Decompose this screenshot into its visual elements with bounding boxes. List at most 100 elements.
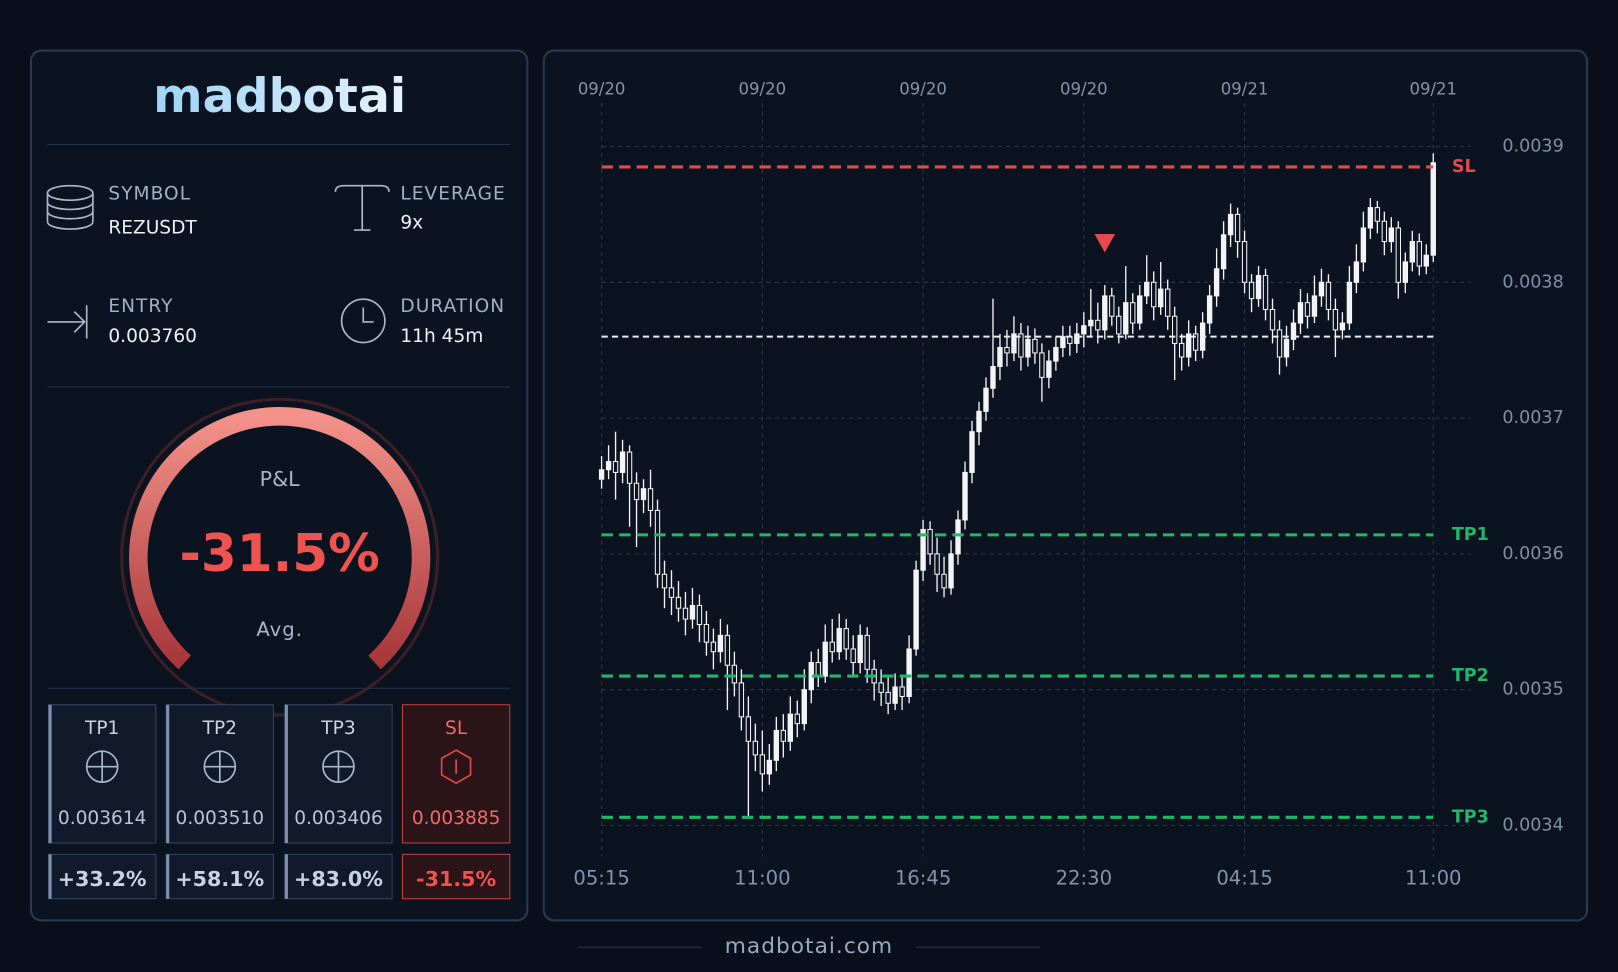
candle-body xyxy=(906,648,912,697)
x-tick-label: 11:00 xyxy=(1405,867,1461,890)
card-pnl: -31.5% xyxy=(416,867,496,891)
candle-body xyxy=(1116,315,1122,335)
candle-body xyxy=(787,713,793,742)
y-tick-label: 0.0037 xyxy=(1502,408,1563,428)
candle-body xyxy=(696,604,703,626)
y-tick-label: 0.0038 xyxy=(1502,272,1563,292)
x-tick-label: 16:45 xyxy=(895,867,951,890)
candle-body xyxy=(962,471,968,521)
card-price: 0.003510 xyxy=(176,808,265,829)
candle-body xyxy=(1018,333,1024,358)
leverage-value: 9x xyxy=(400,212,423,233)
symbol-icon xyxy=(46,184,94,230)
candle-body xyxy=(1081,325,1087,335)
level-label: TP1 xyxy=(1452,525,1489,545)
date-label: 09/21 xyxy=(1221,79,1269,98)
pnl-box xyxy=(401,853,511,900)
candle-body xyxy=(1144,281,1150,297)
candle-body xyxy=(619,451,626,473)
candle-body xyxy=(731,664,738,684)
candlestick-chart: 0.0034 0.0035 0.0036 0.0037 0.0038 0.0039 05:1… xyxy=(573,79,1563,889)
candle-body xyxy=(1409,241,1415,263)
leverage-label: LEVERAGE xyxy=(400,183,505,204)
candle-body xyxy=(1227,213,1234,236)
card-pnl: +83.0% xyxy=(294,867,383,891)
candle-body xyxy=(892,686,898,704)
brand: madbotai xyxy=(153,69,406,124)
candle-body xyxy=(738,682,745,718)
y-tick-label: 0.0036 xyxy=(1502,544,1563,564)
candle-body xyxy=(1283,338,1290,358)
candle-body xyxy=(1402,261,1408,283)
candle-body xyxy=(1374,207,1381,222)
card-accent xyxy=(284,704,288,844)
candle-body xyxy=(1102,295,1108,331)
info-panel xyxy=(29,49,529,922)
candle-body xyxy=(1353,261,1360,283)
candle-body xyxy=(1206,295,1213,324)
candle-body xyxy=(885,691,891,704)
candle-body xyxy=(1046,360,1052,378)
candle-body xyxy=(647,488,654,511)
gauge-sub: Avg. xyxy=(256,618,303,641)
entry-label: ENTRY xyxy=(108,296,173,317)
level-label: TP2 xyxy=(1452,666,1489,686)
card-accent xyxy=(284,854,288,899)
candle-body xyxy=(1032,338,1038,354)
x-tick-label: 22:30 xyxy=(1056,867,1112,890)
candle-body xyxy=(1130,302,1136,324)
candle-body xyxy=(724,634,731,666)
card-accent xyxy=(48,704,52,844)
candle-body xyxy=(1332,308,1339,331)
date-label: 09/20 xyxy=(739,79,787,98)
candle-body xyxy=(1165,288,1171,317)
date-label: 09/21 xyxy=(1409,79,1457,98)
card-price: 0.003885 xyxy=(412,808,501,829)
candle-body xyxy=(773,729,780,761)
candle-body xyxy=(1025,338,1031,358)
candle-body xyxy=(1151,281,1157,308)
x-tick-label: 11:00 xyxy=(734,867,790,890)
card-accent xyxy=(166,704,170,844)
candle-body xyxy=(878,682,884,693)
gauge-arc xyxy=(129,407,431,670)
candle-body xyxy=(1011,333,1017,354)
candle-body xyxy=(836,628,842,653)
candle-body xyxy=(1255,275,1262,300)
candle-body xyxy=(983,387,989,412)
candle-body xyxy=(1276,329,1283,358)
candle-body xyxy=(1088,319,1094,327)
entry-icon xyxy=(47,305,88,339)
candle-body xyxy=(1039,352,1045,378)
target-card: TP1 0.003614 +33.2% xyxy=(48,704,157,900)
candle-body xyxy=(668,587,675,598)
gauge-ring xyxy=(120,397,440,717)
candle-body xyxy=(759,754,766,775)
candle-body xyxy=(1192,333,1199,351)
candle-body xyxy=(1367,207,1374,229)
candle-body xyxy=(682,607,689,620)
candle-body xyxy=(955,519,961,555)
date-label: 09/20 xyxy=(899,79,947,98)
pnl-box xyxy=(165,853,274,900)
leverage-icon xyxy=(334,184,390,231)
date-label: 09/20 xyxy=(578,79,626,98)
candle-body xyxy=(633,482,640,501)
target-card: TP3 0.003406 +83.0% xyxy=(284,704,393,900)
candle-body xyxy=(1213,268,1220,297)
candle-body xyxy=(1381,220,1388,243)
level-label: TP3 xyxy=(1452,807,1489,827)
candle-body xyxy=(976,410,982,433)
candle-body xyxy=(1304,302,1311,317)
candle-body xyxy=(752,740,759,756)
card-title: TP3 xyxy=(320,718,355,739)
candle-body xyxy=(1262,275,1269,310)
candle-body xyxy=(1430,162,1436,256)
card-price: 0.003614 xyxy=(58,808,147,829)
candle-body xyxy=(1109,295,1115,317)
candle-body xyxy=(1074,333,1080,344)
candle-body xyxy=(990,365,996,389)
candle-body xyxy=(1185,333,1192,358)
